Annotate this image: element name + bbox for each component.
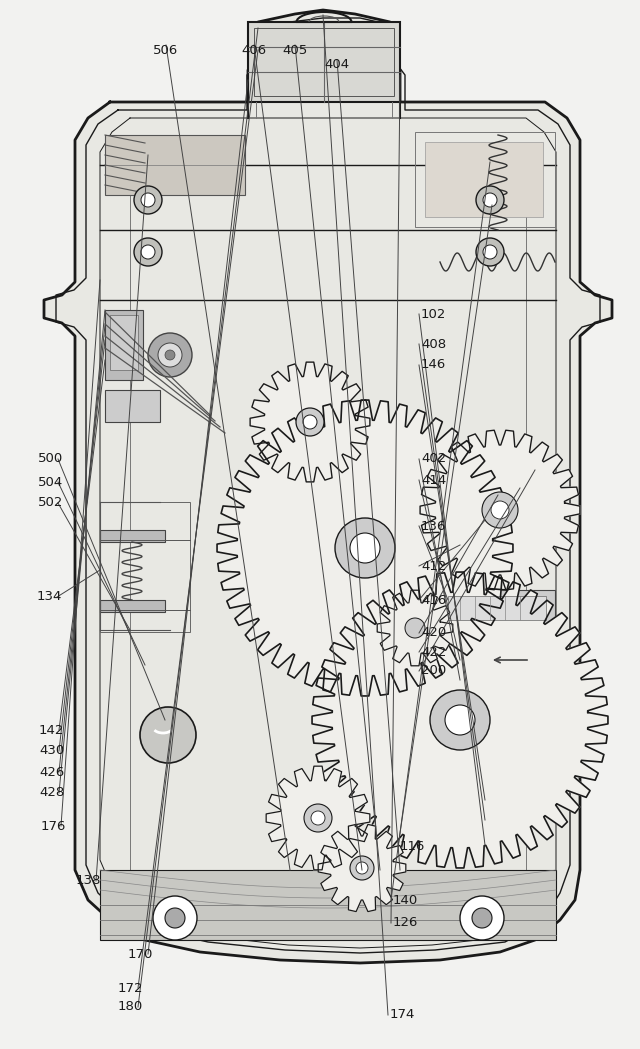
Circle shape [483, 193, 497, 207]
Circle shape [304, 804, 332, 832]
Circle shape [153, 896, 197, 940]
Bar [415, 132, 555, 227]
Text: 180: 180 [118, 1001, 143, 1013]
Circle shape [141, 193, 155, 207]
Polygon shape [250, 362, 370, 481]
Text: 134: 134 [37, 591, 62, 603]
Circle shape [405, 618, 425, 638]
Circle shape [311, 811, 325, 825]
Text: 416: 416 [421, 594, 446, 606]
Bar [254, 28, 394, 97]
Circle shape [303, 415, 317, 429]
Circle shape [350, 856, 374, 880]
Circle shape [296, 408, 324, 436]
Bar [105, 135, 245, 195]
Circle shape [165, 350, 175, 360]
Circle shape [472, 908, 492, 928]
Text: 402: 402 [421, 452, 446, 466]
Text: 506: 506 [154, 43, 179, 57]
Text: 406: 406 [241, 43, 267, 57]
Text: 200: 200 [421, 664, 446, 678]
Text: 172: 172 [118, 982, 143, 994]
Text: 138: 138 [76, 875, 101, 887]
Text: 174: 174 [390, 1008, 415, 1022]
Text: 422: 422 [421, 645, 446, 659]
Bar [440, 590, 555, 628]
Text: 102: 102 [421, 307, 446, 321]
Bar [100, 870, 556, 940]
Bar [100, 530, 165, 542]
Circle shape [445, 705, 475, 735]
Text: 428: 428 [39, 787, 64, 799]
Text: 420: 420 [421, 626, 446, 640]
Circle shape [514, 472, 546, 504]
Text: 146: 146 [421, 359, 446, 371]
Text: 142: 142 [39, 724, 65, 736]
Circle shape [460, 896, 504, 940]
Circle shape [148, 333, 192, 377]
Text: 408: 408 [421, 338, 446, 350]
Circle shape [430, 690, 490, 750]
Polygon shape [377, 591, 452, 666]
Circle shape [140, 707, 196, 763]
Bar [448, 596, 546, 620]
Text: 430: 430 [39, 745, 64, 757]
Text: 136: 136 [421, 519, 446, 533]
Text: 414: 414 [421, 473, 446, 487]
Circle shape [134, 238, 162, 266]
Circle shape [134, 186, 162, 214]
Circle shape [476, 186, 504, 214]
Text: 176: 176 [41, 819, 67, 833]
Text: 500: 500 [38, 452, 63, 466]
Text: 426: 426 [39, 766, 64, 778]
Text: 126: 126 [393, 917, 419, 929]
Polygon shape [217, 400, 513, 695]
Bar [425, 142, 543, 217]
Text: 404: 404 [324, 59, 349, 71]
Polygon shape [420, 430, 580, 590]
Text: 405: 405 [282, 43, 308, 57]
Polygon shape [318, 825, 406, 912]
Polygon shape [312, 572, 608, 868]
Text: 170: 170 [128, 947, 154, 961]
Circle shape [476, 238, 504, 266]
Bar [100, 600, 165, 612]
Circle shape [483, 245, 497, 259]
Circle shape [165, 908, 185, 928]
Bar [100, 502, 190, 631]
Bar [105, 390, 160, 422]
Circle shape [482, 492, 518, 528]
Polygon shape [44, 10, 612, 963]
Text: 502: 502 [38, 496, 63, 510]
Circle shape [356, 862, 368, 874]
Text: 504: 504 [38, 475, 63, 489]
Circle shape [158, 343, 182, 367]
Bar [248, 22, 400, 102]
Circle shape [350, 533, 380, 563]
Text: 140: 140 [393, 894, 419, 906]
Bar [105, 311, 143, 380]
Text: 412: 412 [421, 559, 446, 573]
Polygon shape [266, 766, 370, 870]
Circle shape [491, 501, 509, 519]
Text: 116: 116 [400, 840, 426, 854]
Circle shape [141, 245, 155, 259]
Circle shape [335, 518, 395, 578]
Bar [110, 315, 138, 370]
